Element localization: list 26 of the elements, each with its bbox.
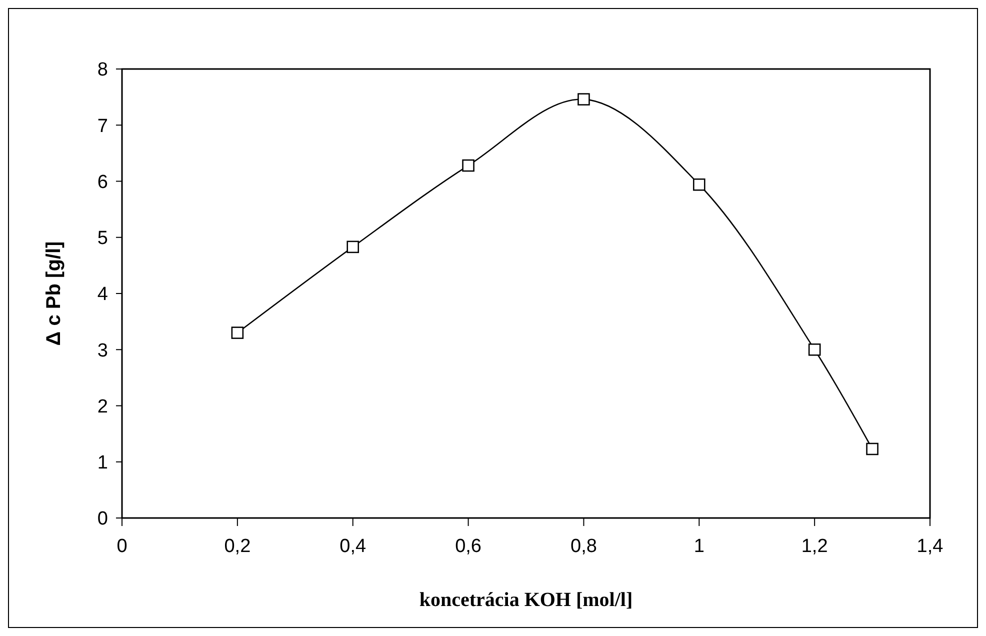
point (231, 326, 244, 339)
y-tick-label: 1 (97, 452, 108, 474)
y-tick-label: 7 (97, 116, 108, 137)
point (808, 343, 821, 356)
point (692, 178, 706, 191)
y-tick-label: 3 (97, 340, 108, 362)
y-tick-label: 2 (97, 396, 108, 418)
y-tick-label: 5 (97, 228, 108, 250)
y-tick-label: 0 (97, 508, 108, 530)
y-tick-label: 8 (97, 60, 108, 81)
x-axis-title: koncetrácia KOH [mol/l] (419, 589, 633, 611)
x-tick-label: 0 (116, 536, 128, 557)
y-tick-label: 6 (97, 172, 108, 193)
x-tick-label: 1 (694, 536, 704, 557)
point (578, 93, 590, 106)
y-tick-label: 4 (97, 284, 108, 306)
x-tick-label: 1,4 (916, 536, 944, 557)
y-axis-title: Δ c Pb [g/l] (43, 241, 65, 346)
point (346, 240, 360, 254)
x-tick-label: 0,4 (340, 536, 366, 557)
x-tick-label: 0,8 (570, 536, 597, 557)
x-tick-label: 0,6 (455, 536, 482, 557)
point (462, 159, 474, 172)
x-tick-label: 1,2 (801, 536, 828, 557)
x-tick-label: 0,2 (224, 536, 251, 557)
point (866, 442, 878, 456)
